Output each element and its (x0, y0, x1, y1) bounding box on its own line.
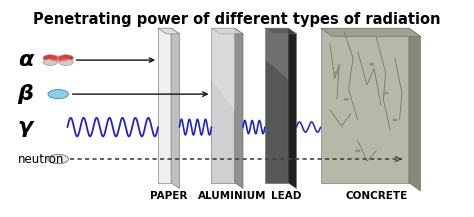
Polygon shape (320, 28, 420, 36)
Polygon shape (265, 28, 288, 80)
Polygon shape (169, 170, 172, 183)
Text: LEAD: LEAD (271, 191, 301, 201)
Polygon shape (288, 28, 296, 189)
Circle shape (370, 63, 374, 65)
Polygon shape (265, 28, 296, 34)
Text: Penetrating power of different types of radiation: Penetrating power of different types of … (33, 12, 441, 27)
Circle shape (384, 92, 388, 94)
Text: γ: γ (18, 117, 33, 137)
Text: neutron: neutron (18, 153, 64, 166)
Circle shape (335, 72, 339, 73)
Polygon shape (211, 28, 235, 183)
Polygon shape (158, 28, 171, 183)
Polygon shape (235, 28, 243, 189)
Polygon shape (320, 28, 409, 183)
Circle shape (49, 55, 63, 61)
Circle shape (59, 55, 73, 61)
Circle shape (55, 56, 69, 62)
Polygon shape (171, 28, 179, 189)
Circle shape (59, 59, 73, 66)
Text: CONCRETE: CONCRETE (345, 191, 408, 201)
Circle shape (43, 55, 57, 61)
Polygon shape (158, 28, 179, 34)
Text: ALUMINIUM: ALUMINIUM (198, 191, 266, 201)
Circle shape (344, 99, 348, 100)
Circle shape (356, 150, 360, 152)
Circle shape (48, 155, 68, 164)
Text: β: β (18, 84, 34, 104)
Text: α: α (18, 50, 33, 70)
Circle shape (48, 90, 68, 99)
Circle shape (393, 119, 397, 121)
Circle shape (43, 59, 57, 66)
Polygon shape (409, 28, 420, 191)
Polygon shape (211, 28, 243, 34)
Polygon shape (211, 28, 235, 111)
Text: PAPER: PAPER (150, 191, 188, 201)
Polygon shape (265, 28, 288, 183)
